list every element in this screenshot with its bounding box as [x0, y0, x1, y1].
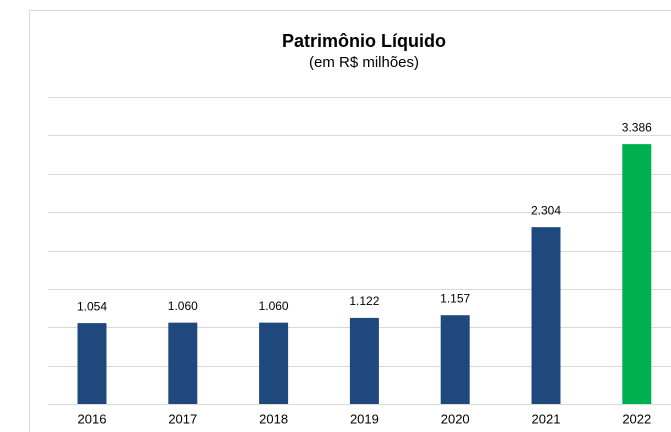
x-tick-label: 2016 — [78, 411, 107, 426]
data-label: 1.122 — [349, 294, 379, 308]
bar — [531, 227, 561, 404]
data-label: 1.060 — [168, 299, 198, 313]
bar — [622, 144, 652, 404]
x-tick-label: 2020 — [441, 411, 470, 426]
data-label: 1.157 — [440, 291, 470, 305]
x-tick-label: 2021 — [532, 411, 561, 426]
bar — [77, 323, 107, 404]
data-label: 3.386 — [622, 120, 652, 134]
bar — [168, 322, 198, 404]
x-tick-label: 2018 — [259, 411, 288, 426]
x-tick-label: 2022 — [622, 411, 651, 426]
bar — [349, 317, 379, 404]
bar — [259, 322, 289, 404]
chart-title: Patrimônio Líquido — [282, 31, 446, 51]
bar — [440, 315, 470, 404]
data-label: 1.054 — [77, 299, 107, 313]
x-tick-label: 2019 — [350, 411, 379, 426]
data-label: 1.060 — [259, 299, 289, 313]
data-label: 2.304 — [531, 203, 561, 217]
chart-subtitle: (em R$ milhões) — [309, 54, 419, 71]
x-tick-label: 2017 — [168, 411, 197, 426]
